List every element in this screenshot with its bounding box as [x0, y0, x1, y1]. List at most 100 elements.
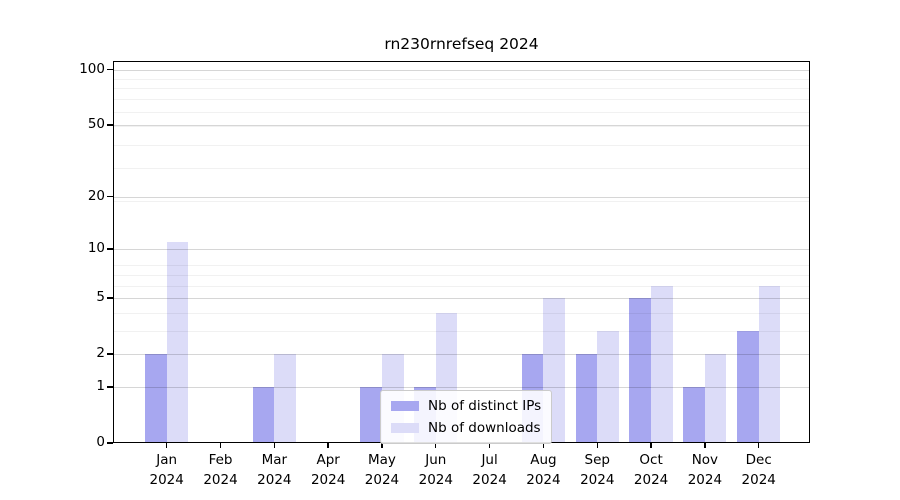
bar-oct-downloads: [651, 285, 673, 443]
gridline-minor-6: [113, 285, 810, 287]
legend: Nb of distinct IPs Nb of downloads: [380, 390, 553, 444]
bar-jan-distinct-ips: [145, 354, 167, 443]
x-tick-year: 2024: [418, 471, 453, 488]
x-tick-month: May: [368, 452, 396, 468]
x-tick-month: Mar: [261, 452, 288, 468]
x-tick-year: 2024: [203, 471, 238, 488]
y-tick-10: [107, 248, 113, 250]
x-tick-label-aug: Aug 2024: [511, 451, 575, 490]
x-tick-year: 2024: [633, 471, 669, 488]
y-tick-50: [107, 124, 113, 126]
legend-label-downloads: Nb of downloads: [428, 420, 541, 436]
x-tick-jun: [435, 443, 437, 448]
x-tick-oct: [650, 443, 652, 448]
gridline-minor-4: [113, 312, 810, 314]
bar-mar-distinct-ips: [252, 386, 275, 443]
bar-sep-downloads: [597, 330, 619, 443]
y-tick-100: [107, 68, 113, 71]
y-tick-label-10: 10: [87, 239, 105, 256]
x-tick-month: Nov: [691, 452, 719, 468]
gridline-major-50: [113, 124, 810, 126]
bar-dec-downloads: [758, 285, 781, 443]
y-tick-label-100: 100: [79, 60, 105, 77]
y-tick-label-2: 2: [96, 345, 105, 362]
gridline-major-100: [113, 69, 810, 71]
x-tick-year: 2024: [310, 471, 346, 488]
bar-mar-downloads: [274, 354, 296, 443]
x-tick-year: 2024: [741, 471, 776, 488]
gridline-minor-7: [113, 274, 810, 276]
x-tick-label-oct: Oct 2024: [619, 451, 683, 490]
gridline-minor-19: [113, 200, 810, 202]
y-tick-label-50: 50: [87, 115, 105, 132]
gridline-major-2: [113, 354, 810, 356]
gridline-minor-8: [113, 265, 810, 267]
x-tick-apr: [327, 443, 329, 448]
x-tick-label-feb: Feb 2024: [189, 451, 253, 490]
x-tick-year: 2024: [364, 471, 400, 488]
legend-entry-distinct-ips: Nb of distinct IPs: [391, 398, 541, 414]
bar-sep-distinct-ips: [575, 354, 598, 443]
x-tick-label-dec: Dec 2024: [727, 451, 791, 490]
x-tick-nov: [704, 443, 706, 448]
x-tick-month: Feb: [208, 452, 233, 468]
gridline-minor-29: [113, 167, 810, 169]
bar-nov-downloads: [704, 354, 727, 443]
x-tick-mar: [273, 443, 276, 448]
bar-nov-distinct-ips: [683, 386, 705, 443]
bar-may-distinct-ips: [360, 386, 382, 443]
x-tick-feb: [219, 443, 222, 448]
x-tick-label-jun: Jun 2024: [404, 451, 468, 490]
x-tick-year: 2024: [472, 471, 507, 488]
legend-swatch-distinct-ips: [391, 401, 419, 411]
x-tick-label-jan: Jan 2024: [135, 451, 199, 490]
gridline-minor-79: [113, 88, 810, 90]
x-tick-year: 2024: [257, 471, 292, 488]
x-tick-label-nov: Nov 2024: [673, 451, 737, 490]
y-tick-label-1: 1: [96, 377, 105, 394]
x-tick-year: 2024: [580, 471, 615, 488]
gridline-major-20: [113, 196, 810, 198]
x-tick-month: Apr: [316, 452, 340, 468]
x-tick-label-apr: Apr 2024: [296, 451, 360, 490]
y-tick-label-20: 20: [87, 187, 105, 204]
gridline-major-10: [113, 248, 810, 250]
x-tick-label-sep: Sep 2024: [565, 451, 629, 490]
x-tick-month: Jul: [481, 452, 498, 468]
bar-dec-distinct-ips: [737, 330, 759, 443]
x-tick-dec: [758, 443, 760, 448]
x-tick-month: Sep: [584, 452, 610, 468]
y-tick-label-5: 5: [96, 289, 105, 306]
x-tick-label-may: May 2024: [350, 451, 414, 490]
y-tick-0: [107, 442, 113, 444]
legend-entry-downloads: Nb of downloads: [391, 420, 541, 436]
gridline-minor-39: [113, 144, 810, 146]
legend-swatch-downloads: [391, 423, 419, 433]
x-tick-month: Jun: [425, 452, 447, 468]
x-tick-may: [381, 443, 383, 448]
x-tick-sep: [596, 443, 598, 448]
gridline-minor-3: [113, 330, 810, 332]
x-tick-year: 2024: [526, 471, 561, 488]
x-tick-aug: [542, 443, 545, 448]
gridline-minor-49: [113, 126, 810, 128]
x-tick-month: Dec: [745, 452, 772, 468]
plot-area: [113, 61, 810, 443]
chart-title: rn230rnrefseq 2024: [384, 35, 539, 53]
x-tick-year: 2024: [687, 471, 723, 488]
x-tick-year: 2024: [149, 471, 184, 488]
bar-jan-downloads: [166, 241, 189, 443]
y-tick-1: [107, 386, 113, 388]
x-tick-label-jul: Jul 2024: [458, 451, 522, 490]
x-tick-jul: [488, 443, 491, 448]
x-tick-label-mar: Mar 2024: [242, 451, 306, 490]
gridline-minor-89: [113, 78, 810, 80]
gridline-major-5: [113, 298, 810, 300]
gridline-minor-69: [113, 99, 810, 101]
y-tick-5: [107, 297, 113, 299]
x-tick-jan: [166, 443, 168, 448]
x-tick-month: Oct: [639, 452, 663, 468]
y-tick-20: [107, 195, 113, 198]
legend-label-distinct-ips: Nb of distinct IPs: [428, 398, 542, 414]
